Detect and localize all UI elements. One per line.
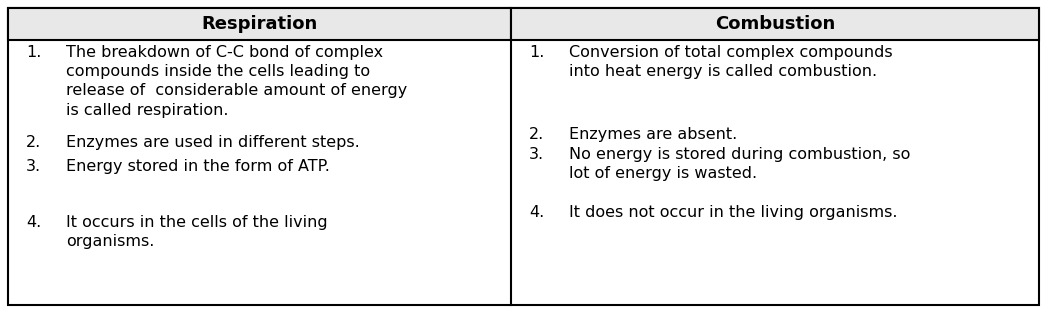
Text: Enzymes are used in different steps.: Enzymes are used in different steps. — [66, 135, 360, 150]
Text: No energy is stored during combustion, so
lot of energy is wasted.: No energy is stored during combustion, s… — [570, 147, 911, 181]
Text: 2.: 2. — [26, 135, 41, 150]
Text: The breakdown of C-C bond of complex
compounds inside the cells leading to
relea: The breakdown of C-C bond of complex com… — [66, 45, 407, 118]
Text: It occurs in the cells of the living
organisms.: It occurs in the cells of the living org… — [66, 215, 328, 249]
Text: Combustion: Combustion — [715, 15, 836, 33]
Text: Conversion of total complex compounds
into heat energy is called combustion.: Conversion of total complex compounds in… — [570, 45, 893, 79]
Text: 1.: 1. — [529, 45, 544, 60]
Bar — [8, 8, 511, 40]
Text: 4.: 4. — [26, 215, 41, 230]
Text: Energy stored in the form of ATP.: Energy stored in the form of ATP. — [66, 159, 330, 174]
Text: 2.: 2. — [529, 127, 544, 142]
Text: 3.: 3. — [529, 147, 544, 162]
Text: Respiration: Respiration — [201, 15, 317, 33]
Text: Enzymes are absent.: Enzymes are absent. — [570, 127, 737, 142]
Text: 3.: 3. — [26, 159, 41, 174]
Bar — [511, 8, 1039, 40]
Text: It does not occur in the living organisms.: It does not occur in the living organism… — [570, 205, 897, 220]
Text: 4.: 4. — [529, 205, 544, 220]
Text: 1.: 1. — [26, 45, 42, 60]
